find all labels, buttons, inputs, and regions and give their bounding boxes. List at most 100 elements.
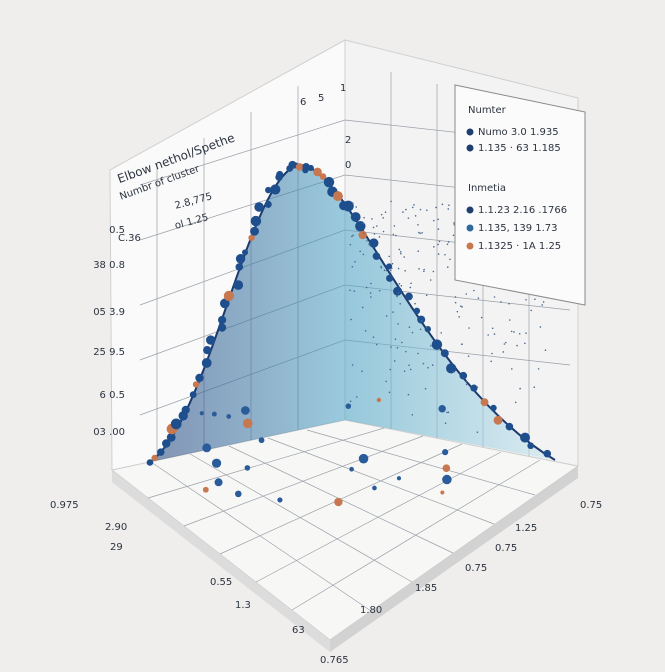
point xyxy=(182,406,190,414)
scatter-dot xyxy=(418,268,420,270)
point xyxy=(167,433,176,442)
point xyxy=(425,326,431,332)
point xyxy=(235,263,243,271)
scatter-dot xyxy=(458,316,460,318)
point xyxy=(373,252,381,260)
scatter-dot xyxy=(391,267,393,269)
scatter-dot xyxy=(376,344,378,346)
scatter-dot xyxy=(487,334,489,336)
scatter-dot xyxy=(403,256,405,258)
scatter-dot xyxy=(398,292,400,294)
scatter-dot xyxy=(525,299,527,301)
scatter-dot xyxy=(519,333,521,335)
floor-dot xyxy=(212,412,217,417)
point xyxy=(276,171,283,178)
scatter-dot xyxy=(411,296,413,298)
scatter-dot xyxy=(461,306,463,308)
point xyxy=(193,381,199,387)
scatter-dot xyxy=(389,369,391,371)
floor-dot xyxy=(443,464,451,472)
scatter-dot xyxy=(453,222,455,224)
scatter-dot xyxy=(354,261,356,263)
point xyxy=(218,324,226,332)
legend-swatch xyxy=(467,225,474,232)
point xyxy=(206,335,215,344)
floor-left-label: 29 xyxy=(110,542,123,553)
scatter-dot xyxy=(409,326,411,328)
scatter-dot xyxy=(363,232,365,234)
floor-dot xyxy=(245,465,251,471)
scatter-dot xyxy=(477,431,479,433)
point xyxy=(393,287,402,296)
scatter-dot xyxy=(481,317,483,319)
scatter-dot xyxy=(504,343,506,345)
scatter-dot xyxy=(423,269,425,271)
point xyxy=(527,442,534,449)
point xyxy=(157,448,164,455)
scatter-dot xyxy=(448,412,450,414)
point xyxy=(308,165,314,171)
scatter-dot xyxy=(389,392,391,394)
floor-dot xyxy=(215,478,223,486)
legend-swatch xyxy=(467,207,474,214)
scatter-dot xyxy=(545,349,547,351)
floor-right-label: 0.75 xyxy=(465,563,487,574)
scatter-dot xyxy=(508,303,510,305)
scatter-dot xyxy=(437,244,439,246)
point xyxy=(490,405,496,411)
scatter-dot xyxy=(394,360,396,362)
scatter-dot xyxy=(502,351,504,353)
point xyxy=(324,177,335,188)
scatter-dot xyxy=(519,388,521,390)
legend-entry: Numo 3.0 1.935 xyxy=(478,127,559,138)
scatter-dot xyxy=(461,343,463,345)
floor-dot xyxy=(442,449,448,455)
scatter-dot xyxy=(398,268,400,270)
scatter-dot xyxy=(423,363,425,365)
floor-left-label: 0.765 xyxy=(320,655,349,666)
scatter-dot xyxy=(511,368,513,370)
floor-dot xyxy=(235,491,242,498)
scatter-dot xyxy=(390,201,392,203)
scatter-dot xyxy=(516,345,518,347)
floor-dot xyxy=(203,487,209,493)
scatter-dot xyxy=(380,266,382,268)
point xyxy=(250,227,259,236)
scatter-dot xyxy=(447,208,449,210)
scatter-dot xyxy=(374,233,376,235)
floor-dot xyxy=(202,443,211,452)
legend-title: Inmetia xyxy=(468,183,506,194)
scatter-dot xyxy=(350,244,352,246)
scatter-dot xyxy=(423,270,425,272)
scatter-dot xyxy=(385,211,387,213)
scatter-dot xyxy=(366,240,368,242)
scatter-dot xyxy=(447,266,449,268)
scatter-dot xyxy=(541,304,543,306)
scatter-dot xyxy=(448,241,450,243)
scatter-dot xyxy=(421,232,423,234)
scatter-dot xyxy=(445,422,447,424)
floor-left-label: 2.90 xyxy=(105,522,127,533)
floor-dot xyxy=(346,403,352,409)
scatter-dot xyxy=(530,310,532,312)
legend-swatch xyxy=(467,243,474,250)
scatter-dot xyxy=(468,327,470,329)
point xyxy=(270,184,280,194)
floor-left-label: 0.55 xyxy=(210,577,232,588)
scatter-dot xyxy=(453,234,455,236)
scatter-dot xyxy=(466,381,468,383)
scatter-dot xyxy=(405,209,407,211)
floor-dot xyxy=(334,498,342,506)
scatter-dot xyxy=(420,209,422,211)
scatter-dot xyxy=(397,347,399,349)
point xyxy=(254,202,264,212)
left-axis-label: 25 9.5 xyxy=(93,347,125,358)
scatter-dot xyxy=(433,271,435,273)
scatter-dot xyxy=(414,303,416,305)
scatter-dot xyxy=(383,231,385,233)
scatter-dot xyxy=(430,279,432,281)
scatter-dot xyxy=(427,367,429,369)
scatter-dot xyxy=(409,287,411,289)
scatter-dot xyxy=(465,293,467,295)
scatter-dot xyxy=(400,251,402,253)
